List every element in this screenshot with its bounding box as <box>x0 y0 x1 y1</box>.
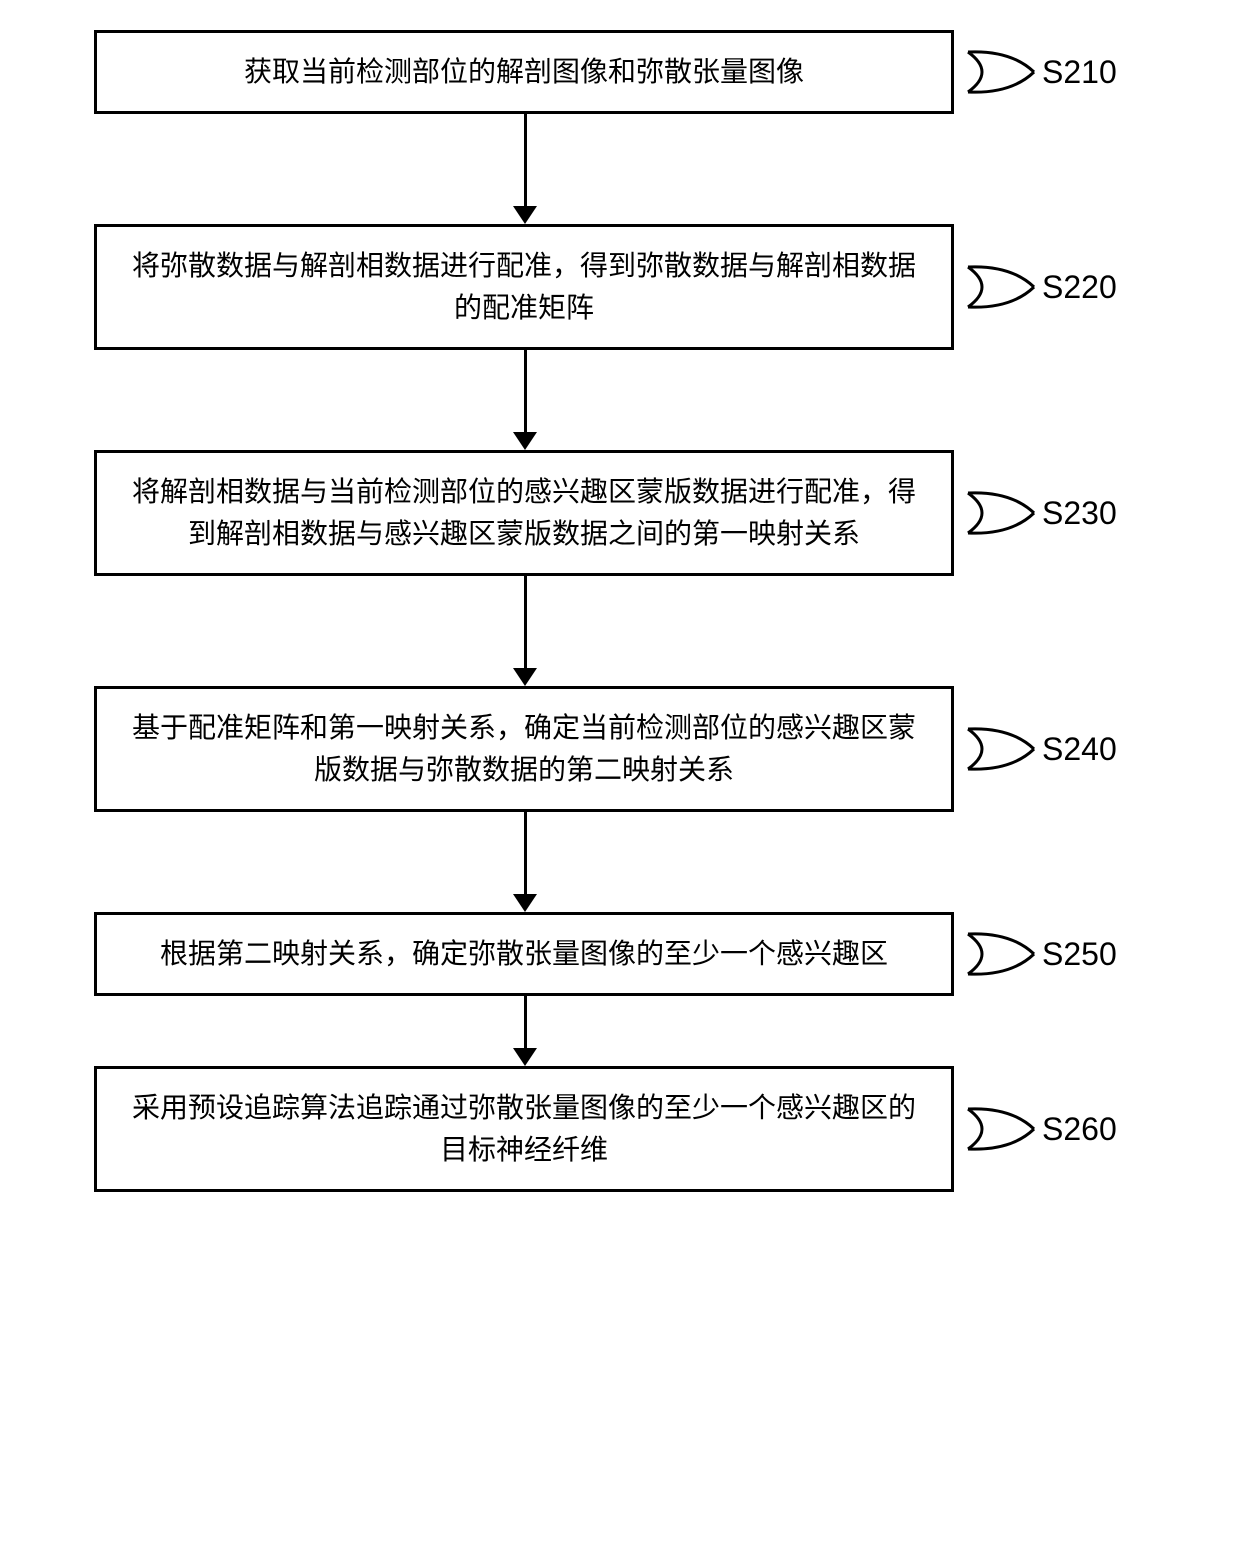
curve-connector-icon <box>966 725 1036 773</box>
arrow-head-icon <box>513 1048 537 1066</box>
step-text: 将弥散数据与解剖相数据进行配准，得到弥散数据与解剖相数据的配准矩阵 <box>121 245 927 329</box>
arrow-line <box>524 350 527 432</box>
step-row: 将弥散数据与解剖相数据进行配准，得到弥散数据与解剖相数据的配准矩阵 S220 <box>20 224 1220 350</box>
step-text: 基于配准矩阵和第一映射关系，确定当前检测部位的感兴趣区蒙版数据与弥散数据的第二映… <box>121 707 927 791</box>
arrow-head-icon <box>513 894 537 912</box>
step-label-group: S260 <box>966 1105 1146 1153</box>
step-label-group: S240 <box>966 725 1146 773</box>
step-id-label: S240 <box>1042 731 1117 768</box>
step-row: 根据第二映射关系，确定弥散张量图像的至少一个感兴趣区 S250 <box>20 912 1220 996</box>
flow-arrow <box>513 812 537 912</box>
step-text: 获取当前检测部位的解剖图像和弥散张量图像 <box>244 51 804 93</box>
arrow-head-icon <box>513 432 537 450</box>
curve-connector-icon <box>966 930 1036 978</box>
step-row: 采用预设追踪算法追踪通过弥散张量图像的至少一个感兴趣区的目标神经纤维 S260 <box>20 1066 1220 1192</box>
curve-connector-icon <box>966 1105 1036 1153</box>
curve-connector-icon <box>966 263 1036 311</box>
flow-arrow <box>513 114 537 224</box>
step-id-label: S210 <box>1042 54 1117 91</box>
step-box-s230: 将解剖相数据与当前检测部位的感兴趣区蒙版数据进行配准，得到解剖相数据与感兴趣区蒙… <box>94 450 954 576</box>
step-box-s260: 采用预设追踪算法追踪通过弥散张量图像的至少一个感兴趣区的目标神经纤维 <box>94 1066 954 1192</box>
flowchart-container: 获取当前检测部位的解剖图像和弥散张量图像 S210 将弥散数据与解剖相数据进行配… <box>20 30 1220 1192</box>
step-box-s210: 获取当前检测部位的解剖图像和弥散张量图像 <box>94 30 954 114</box>
arrow-head-icon <box>513 668 537 686</box>
step-box-s240: 基于配准矩阵和第一映射关系，确定当前检测部位的感兴趣区蒙版数据与弥散数据的第二映… <box>94 686 954 812</box>
step-row: 获取当前检测部位的解剖图像和弥散张量图像 S210 <box>20 30 1220 114</box>
step-id-label: S230 <box>1042 495 1117 532</box>
step-label-group: S230 <box>966 489 1146 537</box>
curve-connector-icon <box>966 48 1036 96</box>
arrow-head-icon <box>513 206 537 224</box>
step-row: 基于配准矩阵和第一映射关系，确定当前检测部位的感兴趣区蒙版数据与弥散数据的第二映… <box>20 686 1220 812</box>
step-box-s220: 将弥散数据与解剖相数据进行配准，得到弥散数据与解剖相数据的配准矩阵 <box>94 224 954 350</box>
flow-arrow <box>513 576 537 686</box>
step-text: 将解剖相数据与当前检测部位的感兴趣区蒙版数据进行配准，得到解剖相数据与感兴趣区蒙… <box>121 471 927 555</box>
step-id-label: S250 <box>1042 936 1117 973</box>
step-id-label: S220 <box>1042 269 1117 306</box>
step-text: 采用预设追踪算法追踪通过弥散张量图像的至少一个感兴趣区的目标神经纤维 <box>121 1087 927 1171</box>
step-id-label: S260 <box>1042 1111 1117 1148</box>
step-text: 根据第二映射关系，确定弥散张量图像的至少一个感兴趣区 <box>160 933 888 975</box>
step-box-s250: 根据第二映射关系，确定弥散张量图像的至少一个感兴趣区 <box>94 912 954 996</box>
arrow-line <box>524 114 527 206</box>
curve-connector-icon <box>966 489 1036 537</box>
arrow-line <box>524 996 527 1048</box>
step-label-group: S250 <box>966 930 1146 978</box>
arrow-line <box>524 812 527 894</box>
arrow-line <box>524 576 527 668</box>
flow-arrow <box>513 350 537 450</box>
step-label-group: S210 <box>966 48 1146 96</box>
step-label-group: S220 <box>966 263 1146 311</box>
step-row: 将解剖相数据与当前检测部位的感兴趣区蒙版数据进行配准，得到解剖相数据与感兴趣区蒙… <box>20 450 1220 576</box>
flow-arrow <box>513 996 537 1066</box>
